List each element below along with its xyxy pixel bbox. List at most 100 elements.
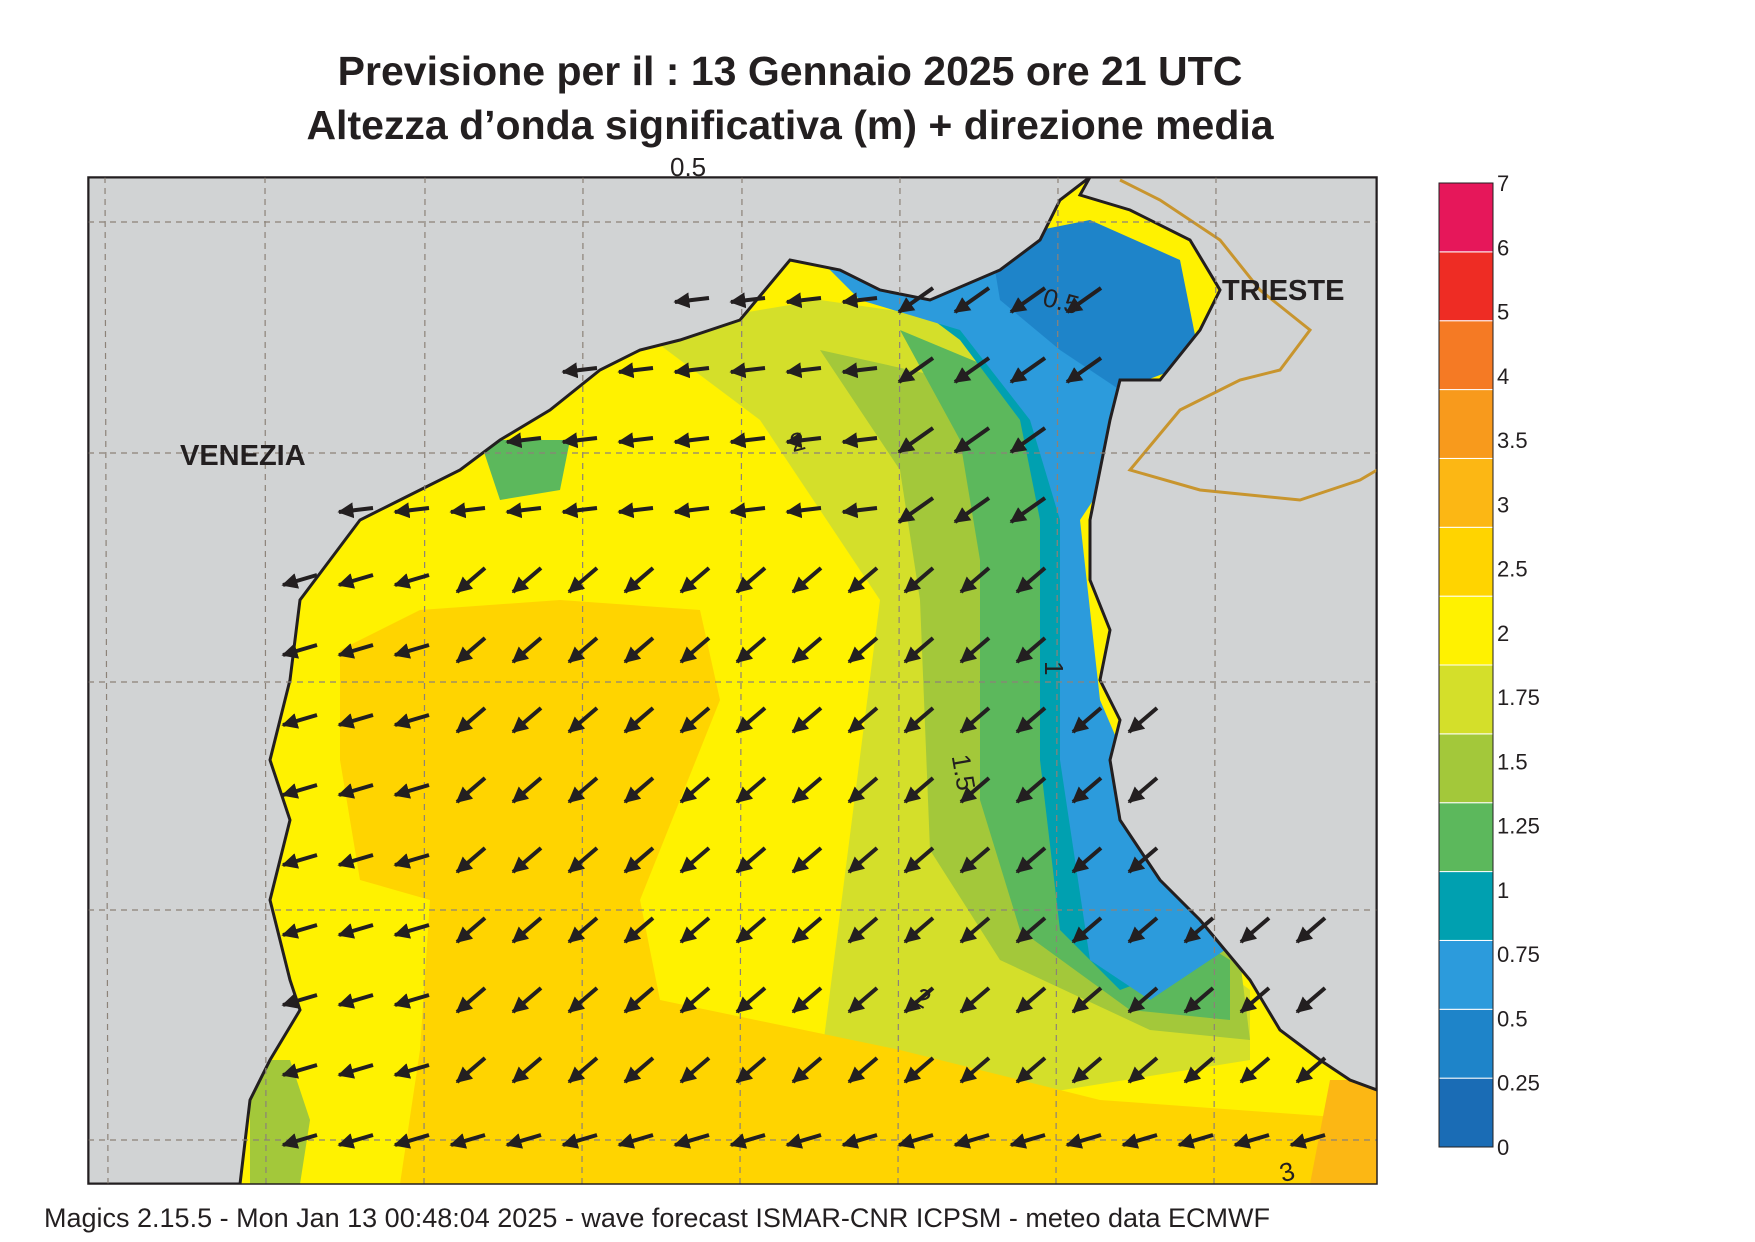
direction-arrow (1015, 986, 1047, 1014)
direction-arrow (623, 846, 655, 874)
direction-arrow (1015, 566, 1047, 594)
direction-arrow (735, 706, 767, 734)
direction-arrow (561, 432, 598, 449)
direction-arrow (511, 986, 543, 1014)
direction-arrow (729, 362, 766, 379)
colorbar-tick-label: 7 (1497, 171, 1509, 196)
direction-arrow (393, 923, 430, 939)
direction-arrow (623, 636, 655, 664)
direction-arrow (903, 846, 935, 874)
direction-arrow (511, 636, 543, 664)
direction-arrow (679, 706, 711, 734)
colorbar-segment (1438, 871, 1494, 941)
colorbar-segment (1438, 1008, 1494, 1079)
direction-arrow (337, 783, 374, 799)
zone-southwest-green (250, 1060, 310, 1184)
direction-arrow (1071, 776, 1103, 804)
zone-southeast-orange (1310, 1080, 1377, 1184)
colorbar-segment (1438, 389, 1494, 459)
direction-arrow (337, 1133, 374, 1149)
contour-label-1: 1 (1039, 661, 1069, 675)
contour-label-0-5-top: 0.5 (670, 152, 706, 182)
direction-arrow (735, 1056, 767, 1084)
zone-0-75-to-1 (880, 280, 1200, 990)
direction-arrow (959, 566, 991, 594)
direction-arrow (455, 916, 487, 944)
direction-arrow (449, 1133, 486, 1149)
colorbar-tick-label: 2 (1497, 621, 1509, 646)
direction-arrow (959, 1056, 991, 1084)
direction-arrow (1121, 1133, 1158, 1149)
direction-arrow (953, 496, 991, 524)
direction-arrow (1071, 846, 1103, 874)
direction-arrow (903, 1056, 935, 1084)
direction-arrow (337, 573, 374, 589)
direction-arrow (791, 846, 823, 874)
direction-arrow (673, 362, 710, 379)
colorbar-tick-label: 0.25 (1497, 1071, 1540, 1096)
colorbar-segment (1438, 733, 1494, 804)
colorbar-ticks: 0 0.25 0.5 0.75 1 1.25 1.5 1.75 2 2.5 3 3.5 4 5 6 7 (1497, 171, 1540, 1160)
direction-arrow (785, 362, 822, 379)
direction-arrow (679, 776, 711, 804)
colorbar-frame (1438, 182, 1494, 1148)
direction-arrow (1127, 916, 1159, 944)
direction-arrow (729, 1133, 766, 1149)
direction-arrow (337, 923, 374, 939)
direction-arrow (1127, 846, 1159, 874)
direction-arrow (1239, 986, 1271, 1014)
direction-arrow (1065, 286, 1103, 314)
direction-arrow (959, 916, 991, 944)
direction-arrow (791, 566, 823, 594)
map-frame (87, 176, 1378, 1185)
direction-arrow (455, 636, 487, 664)
direction-arrow (959, 636, 991, 664)
direction-arrow (903, 986, 935, 1014)
direction-arrow (567, 1056, 599, 1084)
direction-arrow (337, 713, 374, 729)
direction-arrow (785, 292, 822, 309)
direction-arrow (673, 432, 710, 449)
direction-arrow (1009, 496, 1047, 524)
direction-arrow (1015, 916, 1047, 944)
direction-arrow (281, 853, 318, 869)
direction-arrow (791, 1056, 823, 1084)
direction-arrow (897, 496, 935, 524)
direction-arrow (953, 286, 991, 314)
direction-arrow (785, 1133, 822, 1149)
direction-arrow (393, 993, 430, 1009)
colorbar-tick-label: 0 (1497, 1135, 1509, 1160)
direction-arrow (567, 846, 599, 874)
direction-arrow (337, 853, 374, 869)
national-border (1119, 178, 1377, 502)
direction-arrow (847, 566, 879, 594)
direction-arrow (617, 432, 654, 449)
direction-arrow (1071, 706, 1103, 734)
colorbar-tick-label: 1 (1497, 878, 1509, 903)
direction-arrow (729, 502, 766, 519)
colorbar-tick-label: 1.25 (1497, 814, 1540, 839)
direction-arrow (393, 853, 430, 869)
direction-arrow (847, 706, 879, 734)
direction-arrow (393, 573, 430, 589)
direction-arrow (679, 566, 711, 594)
direction-arrow (735, 636, 767, 664)
direction-arrow (735, 776, 767, 804)
direction-arrow (841, 362, 878, 379)
direction-arrow (1071, 1056, 1103, 1084)
direction-arrow (959, 776, 991, 804)
direction-arrow (791, 916, 823, 944)
direction-arrow (1015, 706, 1047, 734)
direction-arrow (673, 1133, 710, 1149)
direction-arrow (673, 292, 710, 309)
direction-arrow (511, 776, 543, 804)
colorbar-tick-label: 3 (1497, 492, 1509, 517)
direction-arrow (735, 986, 767, 1014)
colorbar (1438, 182, 1494, 1148)
footer-credits: Magics 2.15.5 - Mon Jan 13 00:48:04 2025… (44, 1203, 1270, 1233)
direction-arrow (281, 783, 318, 799)
direction-arrow (1071, 986, 1103, 1014)
direction-arrow (511, 706, 543, 734)
zone-lagoon-green (480, 440, 570, 500)
